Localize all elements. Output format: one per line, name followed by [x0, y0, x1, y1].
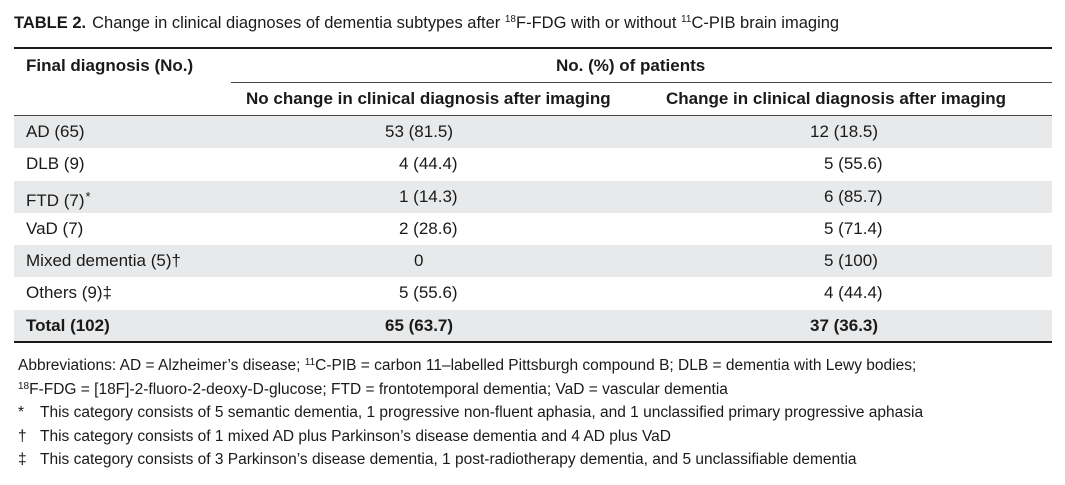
title-sup-1: 18 [504, 14, 516, 25]
no-change-cell: 2 (28.6) [399, 218, 458, 238]
diagnosis-cell: DLB (9) [26, 154, 85, 174]
no-change-cell: 1 (14.3) [399, 186, 458, 206]
total-change: 37 (36.3) [810, 315, 879, 335]
table-title: TABLE 2. Change in clinical diagnoses of … [14, 14, 839, 33]
title-text-2: F-FDG with or without [516, 14, 682, 32]
footnote-mark: ‡ [18, 451, 27, 468]
table-row: AD (65) 53 (81.5) 12 (18.5) [14, 116, 1052, 149]
diagnosis-cell: FTD (7)* [26, 181, 91, 217]
title-sup-2: 11 [681, 14, 692, 25]
no-change-cell: 0 [414, 251, 424, 270]
footnote-mark: * [85, 188, 91, 204]
table-row: FTD (7)* 1 (14.3) 6 (85.7) [14, 180, 1052, 213]
abbrev-sup: 11 [304, 357, 316, 368]
diagnosis-text: FTD (7) [26, 190, 85, 210]
header-patients-group: No. (%) of patients [556, 56, 706, 75]
table-notes: Abbreviations: AD = Alzheimer’s disease;… [18, 354, 1058, 472]
total-no-change: 65 (63.7) [385, 315, 454, 335]
abbrev-text: F-FDG = [18F]-2-fluoro-2-deoxy-D-glucose… [29, 380, 728, 398]
group-header-rule [231, 82, 1052, 83]
table-row: VaD (7) 2 (28.6) 5 (71.4) [14, 213, 1052, 245]
total-label: Total (102) [26, 315, 110, 335]
diagnosis-cell: Mixed dementia (5)† [26, 251, 181, 270]
abbreviations-line-2: 18F-FDG = [18F]-2-fluoro-2-deoxy-D-gluco… [18, 378, 1058, 402]
no-change-cell: 5 (55.6) [399, 283, 458, 303]
abbrev-sup: 18 [18, 380, 30, 392]
footnote-text: This category consists of 1 mixed AD plu… [40, 427, 671, 445]
table-row: Others (9)‡ 5 (55.6) 4 (44.4) [14, 277, 1052, 309]
table-label: TABLE 2. [14, 14, 87, 32]
diagnosis-cell: Others (9)‡ [26, 283, 112, 303]
table-bottom-rule [14, 341, 1052, 343]
table-row: Mixed dementia (5)† 0 5 (100) [14, 245, 1052, 278]
change-cell: 6 (85.7) [824, 186, 883, 206]
header-change: Change in clinical diagnosis after imagi… [666, 89, 1007, 108]
header-no-change: No change in clinical diagnosis after im… [246, 89, 611, 108]
footnote-mark: † [18, 427, 27, 445]
abbrev-text: C-PIB = carbon 11–labelled Pittsburgh co… [315, 357, 917, 374]
header-bottom-rule [14, 115, 1052, 116]
abbrev-text: Abbreviations: AD = Alzheimer’s disease; [18, 357, 305, 374]
footnote: † This category consists of 1 mixed AD pl… [18, 425, 1058, 449]
change-cell: 5 (100) [824, 251, 878, 270]
footnote: * This category consists of 5 semantic de… [18, 401, 1058, 425]
change-cell: 5 (71.4) [824, 218, 883, 238]
title-text-3: C-PIB brain imaging [691, 14, 840, 32]
change-cell: 5 (55.6) [824, 154, 883, 174]
change-cell: 12 (18.5) [810, 122, 879, 141]
header-final-diagnosis: Final diagnosis (No.) [26, 56, 194, 75]
diagnosis-cell: AD (65) [26, 122, 85, 141]
table-row: DLB (9) 4 (44.4) 5 (55.6) [14, 148, 1052, 180]
footnote-text: This category consists of 3 Parkinson’s … [40, 451, 857, 468]
footnote-mark: * [18, 404, 25, 421]
no-change-cell: 4 (44.4) [399, 154, 458, 174]
diagnosis-cell: VaD (7) [26, 218, 84, 238]
total-row: Total (102) 65 (63.7) 37 (36.3) [14, 309, 1052, 342]
change-cell: 4 (44.4) [824, 283, 883, 303]
title-text-1: Change in clinical diagnoses of dementia… [92, 14, 505, 32]
table-top-rule [14, 47, 1052, 49]
footnote-text: This category consists of 5 semantic dem… [40, 404, 924, 421]
footnote: ‡ This category consists of 3 Parkinson’s… [18, 448, 1058, 472]
table-body: AD (65) 53 (81.5) 12 (18.5) DLB (9) 4 (4… [14, 116, 1052, 342]
no-change-cell: 53 (81.5) [385, 122, 454, 141]
abbreviations-line-1: Abbreviations: AD = Alzheimer’s disease;… [18, 354, 1058, 378]
